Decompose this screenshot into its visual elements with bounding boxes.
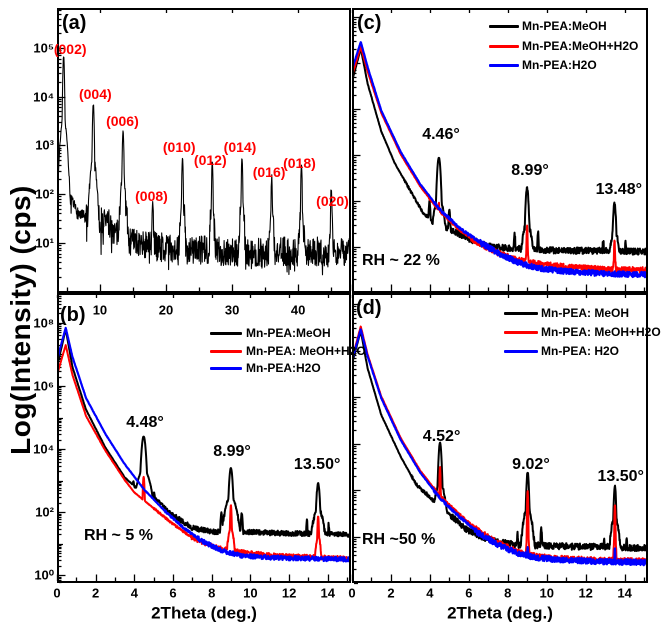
y-tick-label: 10⁰ [34,567,54,583]
legend-line [210,349,242,353]
y-tick-label: 10² [35,504,54,520]
peak-annotation: (020) [316,192,349,209]
peak-annotation: (014) [223,138,257,155]
x-tick-label: 14 [320,585,336,601]
peak-annotation: (016) [252,164,286,181]
peak-annotation: (006) [106,113,139,130]
legend-line [489,24,519,28]
peak-annotation: (012) [193,152,227,168]
legend-label: Mn-PEA:MeOH+H2O [522,39,639,53]
legend-label: Mn-PEA: MeOH [541,306,629,320]
x-tick-label: 14 [617,585,632,601]
legend-label: Mn-PEA:MeOH [246,326,331,340]
peak-annotation: 4.52° [422,428,461,446]
x-tick-label: 40 [290,302,306,318]
peak-annotation: (018) [283,154,316,171]
y-tick-label: 10⁴ [33,441,54,457]
peak-annotation: 9.02° [512,455,550,473]
panel-label-b: (b) [60,304,86,326]
legend-line [504,311,538,315]
peak-annotation: 4.48° [126,413,164,431]
x-tick-label: 10 [243,585,258,601]
legend-line [504,349,538,353]
x-tick-label: 4 [130,585,138,601]
y-tick-label: 10³ [35,137,54,153]
peak-annotation: 8.99° [213,442,251,460]
legend-line [489,63,519,67]
x-axis-title: 2Theta (deg.) [151,603,257,623]
peak-annotation: 13.50° [293,455,341,473]
y-tick-label: 10⁸ [33,315,54,331]
peak-annotation: (004) [78,85,112,102]
panel-label-d: (d) [356,297,382,319]
legend-label: Mn-PEA:MeOH [522,19,607,33]
peak-annotation: (008) [135,188,168,205]
legend-line [489,44,519,48]
x-tick-label: 10 [539,585,554,601]
legend-label: Mn-PEA: MeOH+H2O [246,344,366,358]
peak-annotation: (002) [53,40,87,57]
y-tick-label: 10⁵ [33,40,54,56]
x-tick-label: 6 [169,585,177,601]
legend-label: Mn-PEA: H2O [541,344,619,358]
peak-annotation: (010) [162,138,196,155]
peak-annotation: 13.50° [597,468,644,486]
x-tick-label: 12 [281,585,297,601]
x-tick-label: 30 [224,302,240,318]
x-tick-label: 0 [53,585,61,601]
peak-annotation: 4.46° [422,125,460,143]
x-tick-label: 8 [208,585,216,601]
peak-annotation: 13.48° [595,181,642,199]
rh-label: RH ~50 % [362,531,436,548]
y-axis-title: Log(Intensity) (cps) [5,185,36,455]
panel-label-c: (c) [357,12,382,34]
legend-label: Mn-PEA:H2O [522,58,597,72]
legend-label: Mn-PEA: MeOH+H2O [541,325,661,339]
peak-annotation: 8.99° [511,162,549,180]
y-tick-label: 10⁶ [33,378,54,394]
y-tick-label: 10⁴ [33,89,54,105]
panel-label-a: (a) [62,12,87,34]
x-tick-label: 8 [504,585,512,601]
x-tick-label: 12 [578,585,593,601]
legend-line [210,366,242,370]
x-tick-label: 20 [158,302,174,318]
x-tick-label: 2 [387,585,395,601]
x-tick-label: 2 [92,585,100,601]
legend-label: Mn-PEA:H2O [246,361,321,375]
x-tick-label: 10 [92,302,108,318]
legend-line [210,331,242,335]
y-tick-label: 10² [35,186,54,202]
x-tick-label: 0 [348,585,356,601]
x-axis-title: 2Theta (deg.) [447,603,553,623]
x-tick-label: 6 [465,585,473,601]
legend-line [504,330,538,334]
x-tick-label: 4 [426,585,434,601]
y-tick-label: 10¹ [35,235,54,251]
rh-label: RH ~ 22 % [362,252,440,269]
rh-label: RH ~ 5 % [84,527,153,544]
